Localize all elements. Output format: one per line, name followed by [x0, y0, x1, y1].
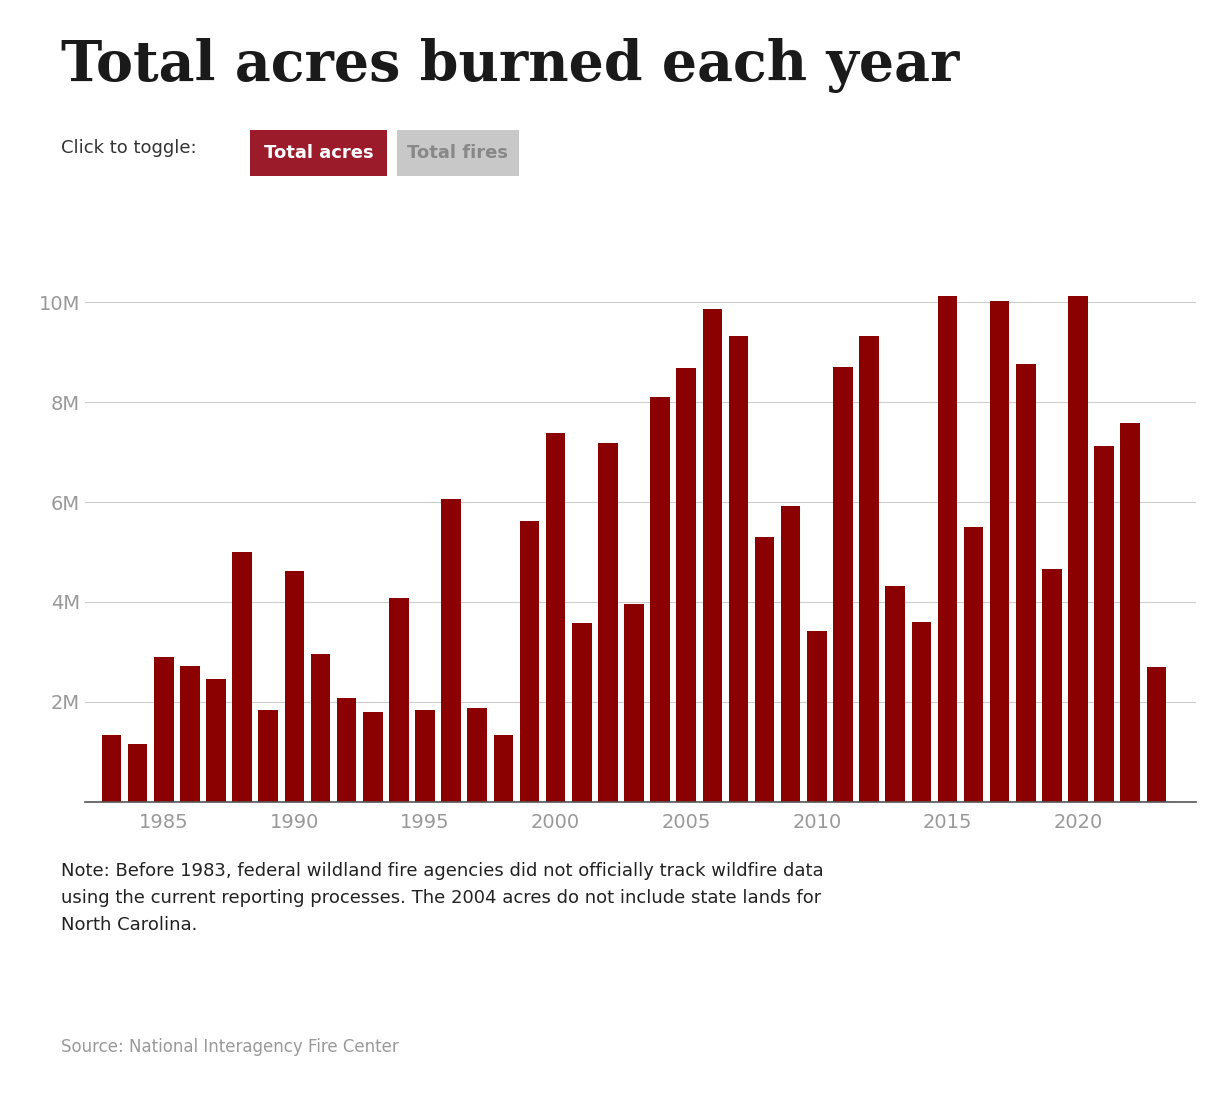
Bar — [128, 744, 148, 802]
Bar — [572, 624, 592, 802]
Bar — [442, 498, 461, 802]
Bar — [284, 571, 304, 802]
Bar — [1016, 363, 1036, 802]
Bar — [364, 712, 383, 802]
Text: Note: Before 1983, federal wildland fire agencies did not officially track wildf: Note: Before 1983, federal wildland fire… — [61, 862, 824, 934]
Bar — [181, 665, 200, 802]
Bar — [964, 527, 983, 802]
Bar — [337, 698, 356, 802]
Bar — [833, 367, 853, 802]
Bar — [859, 336, 878, 802]
Bar — [1069, 296, 1088, 802]
Bar — [728, 336, 748, 802]
Bar — [989, 301, 1009, 802]
Bar — [101, 736, 121, 802]
Bar — [781, 506, 800, 802]
Bar — [886, 586, 905, 802]
Bar — [154, 657, 173, 802]
Bar — [232, 551, 253, 802]
Bar — [520, 520, 539, 802]
Text: Total acres burned each year: Total acres burned each year — [61, 38, 959, 93]
Bar — [1120, 424, 1141, 802]
Bar — [311, 654, 331, 802]
Bar — [625, 604, 644, 802]
Bar — [598, 442, 617, 802]
Bar — [1094, 446, 1114, 802]
Bar — [806, 630, 827, 802]
Bar — [467, 708, 487, 802]
Text: Click to toggle:: Click to toggle: — [61, 139, 196, 157]
Text: Total acres: Total acres — [264, 144, 373, 161]
Bar — [415, 709, 434, 802]
Bar — [494, 736, 514, 802]
Bar — [1147, 668, 1166, 802]
Bar — [650, 397, 670, 802]
Bar — [1042, 569, 1061, 802]
Bar — [938, 296, 958, 802]
Bar — [676, 368, 697, 802]
Text: Total fires: Total fires — [407, 144, 508, 161]
Bar — [911, 623, 931, 802]
Bar — [703, 309, 722, 802]
Text: Source: National Interagency Fire Center: Source: National Interagency Fire Center — [61, 1038, 399, 1055]
Bar — [259, 710, 278, 802]
Bar — [755, 537, 775, 802]
Bar — [545, 433, 565, 802]
Bar — [206, 680, 226, 802]
Bar — [389, 598, 409, 802]
